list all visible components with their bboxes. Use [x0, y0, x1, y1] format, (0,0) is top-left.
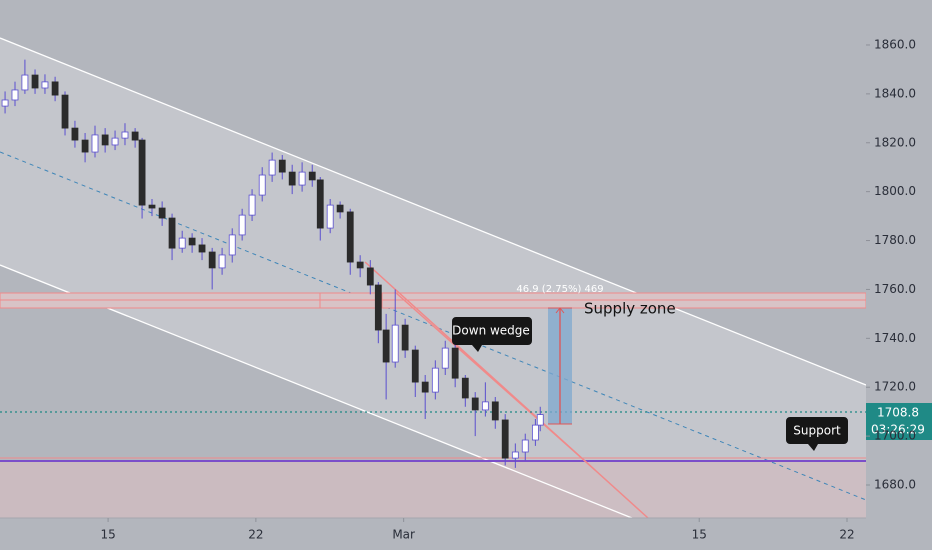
candle-body: [258, 174, 266, 196]
candle-body: [336, 204, 344, 213]
x-tick-label: 15: [692, 528, 707, 542]
candle-body: [531, 424, 539, 441]
y-axis-panel: [866, 0, 932, 550]
candle-body: [131, 131, 139, 141]
y-tick-label: 1820.0: [874, 135, 916, 149]
candle-body: [81, 139, 89, 153]
candle-body: [366, 267, 374, 286]
candle-body: [511, 451, 519, 459]
candle-body: [61, 94, 69, 129]
measure-arrow-head: [555, 307, 565, 314]
callout: [452, 317, 532, 352]
measure-label: 46.9 (2.75%) 469: [516, 284, 603, 295]
price-tag-countdown: 03:26:29: [871, 423, 925, 437]
candle-body: [441, 347, 449, 369]
candle-body: [21, 74, 29, 91]
candle-body: [71, 127, 79, 141]
candle-body: [471, 397, 479, 411]
callout: [786, 417, 848, 451]
x-axis-panel: [0, 518, 932, 550]
wedge-line: [394, 291, 596, 471]
candle-body: [346, 211, 354, 263]
candle-body: [188, 237, 196, 246]
candle-body: [411, 349, 419, 383]
channel-upper: [0, 37, 867, 386]
candle-body: [11, 89, 19, 101]
candle-body: [278, 159, 286, 173]
candle-body: [461, 377, 469, 399]
candle-body: [421, 381, 429, 393]
candle-body: [178, 237, 186, 249]
candle-body: [248, 194, 256, 216]
candle-body: [148, 204, 156, 209]
candle-body: [536, 414, 544, 426]
supply-zone: [0, 299, 867, 309]
candle-body: [481, 401, 489, 411]
candle-body: [491, 401, 499, 421]
candle-body: [298, 171, 306, 186]
candle-body: [521, 439, 529, 453]
candle-body: [198, 244, 206, 253]
support-label: Support: [793, 424, 841, 438]
candle-body: [1, 99, 9, 107]
x-tick-label: 15: [100, 528, 115, 542]
y-tick-label: 1860.0: [874, 37, 916, 51]
candle-body: [208, 251, 216, 269]
candle-body: [121, 131, 129, 139]
candle-body: [111, 137, 119, 146]
candle-body: [31, 74, 39, 89]
y-tick-label: 1700.0: [874, 429, 916, 443]
support-zone: [0, 461, 866, 518]
candle-body: [391, 324, 399, 363]
price-tag-value: 1708.8: [877, 406, 919, 420]
candle-body: [268, 159, 276, 176]
x-tick-label: Mar: [392, 528, 415, 542]
candle-body: [91, 134, 99, 153]
candle-body: [158, 207, 166, 219]
y-tick-label: 1780.0: [874, 233, 916, 247]
candle-body: [218, 254, 226, 269]
candle-body: [382, 329, 390, 363]
supply-zone-top: [0, 292, 867, 301]
wedge-line: [364, 261, 649, 519]
candle-body: [401, 324, 409, 351]
candle-body: [238, 214, 246, 236]
candle-body: [451, 347, 459, 379]
y-tick-label: 1720.0: [874, 380, 916, 394]
candle-body: [288, 171, 296, 186]
y-tick-label: 1840.0: [874, 86, 916, 100]
wedge-label: Down wedge: [452, 324, 530, 338]
y-tick-label: 1680.0: [874, 477, 916, 491]
candle-body: [101, 134, 109, 146]
x-tick-label: 22: [839, 528, 854, 542]
y-tick-label: 1800.0: [874, 184, 916, 198]
supply-label: Supply zone: [584, 300, 676, 318]
candle-body: [326, 204, 334, 229]
candle-body: [228, 234, 236, 256]
channel-fill: [0, 38, 866, 518]
candle-body: [51, 81, 59, 96]
candles: [1, 59, 544, 468]
candle-body: [431, 367, 439, 393]
candle-body: [168, 217, 176, 249]
supply-box: [319, 292, 383, 309]
price-tag: [866, 403, 932, 440]
x-tick-label: 22: [248, 528, 263, 542]
y-tick-label: 1760.0: [874, 282, 916, 296]
candle-body: [356, 261, 364, 269]
candle-body: [374, 284, 382, 331]
candle-body: [308, 171, 316, 181]
candle-body: [501, 419, 509, 459]
candle-body: [41, 81, 49, 89]
candle-body: [316, 179, 324, 229]
y-tick-label: 1740.0: [874, 331, 916, 345]
candle-body: [138, 139, 146, 206]
